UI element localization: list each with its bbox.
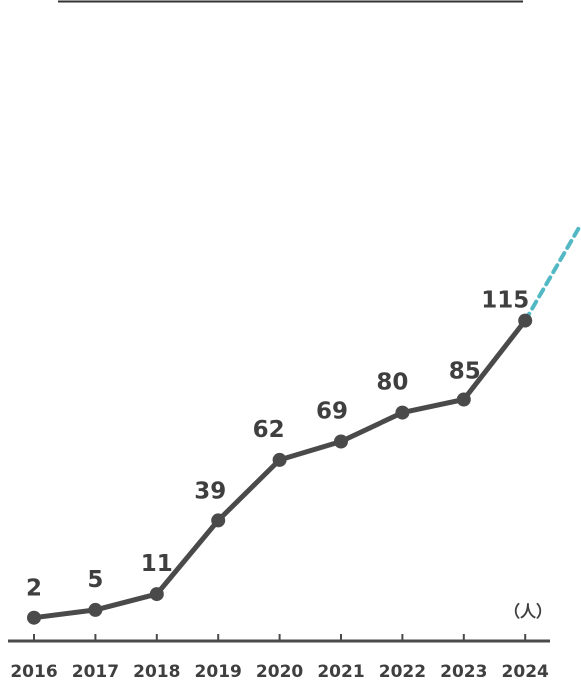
- value-labels: 2 5 11 39 62 69 80 85 115: [26, 288, 529, 602]
- data-point-2022: [395, 405, 410, 420]
- series-points: [27, 313, 533, 625]
- value-label-2018: 11: [141, 551, 173, 577]
- x-tick-label-2020: 2020: [256, 662, 303, 682]
- value-label-2022: 80: [376, 370, 408, 396]
- x-tick-label-2019: 2019: [195, 662, 242, 682]
- x-axis-ticks: [33, 634, 527, 641]
- value-label-2017: 5: [87, 567, 103, 593]
- x-tick-label-2024: 2024: [502, 662, 549, 682]
- x-tick-labels: 2016 2017 2018 2019 2020 2021 2022 2023 2024: [10, 662, 549, 682]
- x-tick-label-2021: 2021: [317, 662, 364, 682]
- trend-extension-line: [523, 223, 581, 323]
- x-tick-label-2016: 2016: [10, 662, 57, 682]
- value-label-2020: 62: [253, 417, 285, 443]
- data-point-2018: [149, 587, 164, 602]
- data-point-2023: [456, 392, 471, 407]
- data-point-2024: [518, 313, 533, 328]
- value-label-2016: 2: [26, 576, 42, 602]
- data-point-2016: [27, 610, 41, 625]
- x-tick-label-2022: 2022: [379, 662, 426, 682]
- data-point-2021: [334, 434, 348, 449]
- x-tick-label-2023: 2023: [440, 662, 487, 682]
- unit-label: （人）: [504, 602, 552, 621]
- value-label-2024: 115: [481, 288, 529, 314]
- data-point-2020: [272, 452, 287, 467]
- value-label-2019: 39: [194, 478, 226, 504]
- data-point-2019: [211, 513, 226, 528]
- x-tick-label-2017: 2017: [72, 662, 119, 682]
- value-label-2021: 69: [316, 399, 348, 425]
- x-tick-label-2018: 2018: [133, 662, 180, 682]
- value-label-2023: 85: [449, 359, 481, 385]
- data-point-2017: [88, 602, 103, 617]
